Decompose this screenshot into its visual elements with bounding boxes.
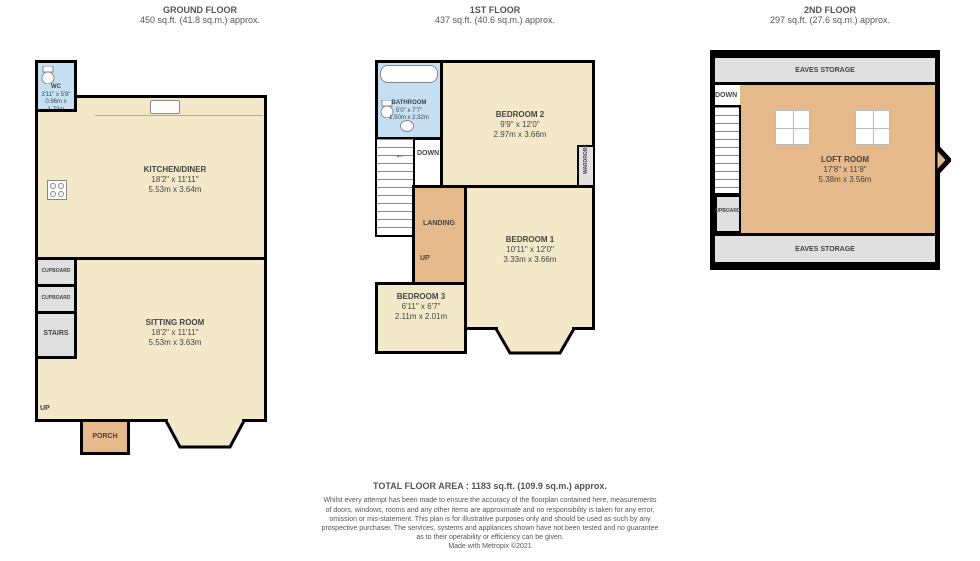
ground-floor-title: GROUND FLOOR — [50, 5, 350, 15]
arrow-icon: ← — [395, 150, 405, 161]
bay-window-ground — [165, 419, 245, 451]
eaves-top: EAVES STORAGE — [715, 55, 935, 85]
bed2-label: BEDROOM 2 9'9" x 12'0" 2.97m x 3.66m — [470, 110, 570, 140]
eaves-bottom: EAVES STORAGE — [715, 233, 935, 265]
sitting-label: SITTING ROOM 18'2" x 11'11" 5.53m x 3.63… — [125, 318, 225, 348]
loft-cupboard — [715, 195, 741, 233]
hob-icon — [47, 180, 67, 200]
ground-floor-area: 450 sq.ft. (41.8 sq.m.) approx. — [50, 15, 350, 25]
bed1-label: BEDROOM 1 10'11" x 12'0" 3.33m x 3.66m — [480, 235, 580, 265]
bay-window-first — [495, 327, 575, 357]
kitchen-label: KITCHEN/DINER 18'2" x 11'11" 5.53m x 3.6… — [125, 165, 225, 195]
bathroom-label: BATHROOM 5'0" x 7'7" 1.50m x 2.32m — [380, 100, 438, 123]
second-floor-title: 2ND FLOOR — [680, 5, 980, 15]
second-floor-plan: EAVES STORAGE DOWN UPBOARD LOFT ROOM 17'… — [710, 50, 940, 270]
sink-icon — [150, 100, 180, 114]
first-floor-plan: BATHROOM 5'0" x 7'7" 1.50m x 2.32m BEDRO… — [375, 60, 600, 370]
footer: TOTAL FLOOR AREA : 1183 sq.ft. (109.9 sq… — [0, 481, 980, 551]
first-floor-area: 437 sq.ft. (40.6 sq.m.) approx. — [345, 15, 645, 25]
loft-label: LOFT ROOM 17'8" x 11'8" 5.38m x 3.56m — [795, 155, 895, 185]
landing-room — [412, 185, 467, 285]
sitting-notch — [35, 356, 77, 422]
ground-floor-header: GROUND FLOOR 450 sq.ft. (41.8 sq.m.) app… — [50, 5, 350, 25]
second-floor-header: 2ND FLOOR 297 sq.ft. (27.6 sq.m.) approx… — [680, 5, 980, 25]
skylight-2 — [855, 110, 890, 145]
first-floor-header: 1ST FLOOR 437 sq.ft. (40.6 sq.m.) approx… — [345, 5, 645, 25]
skylight-1 — [775, 110, 810, 145]
first-floor-title: 1ST FLOOR — [345, 5, 645, 15]
bath-icon — [380, 65, 438, 83]
toilet-icon — [41, 66, 55, 84]
bed3-label: BEDROOM 3 6'11" x 6'7" 2.11m x 2.01m — [380, 292, 462, 322]
ground-floor-plan: WC 3'11" x 5'8" 0.96m x 1.73m KITCHEN/DI… — [35, 60, 270, 465]
loft-point — [935, 145, 951, 175]
total-area: TOTAL FLOOR AREA : 1183 sq.ft. (109.9 sq… — [0, 481, 980, 493]
second-floor-area: 297 sq.ft. (27.6 sq.m.) approx. — [680, 15, 980, 25]
stairs-second — [715, 105, 741, 195]
